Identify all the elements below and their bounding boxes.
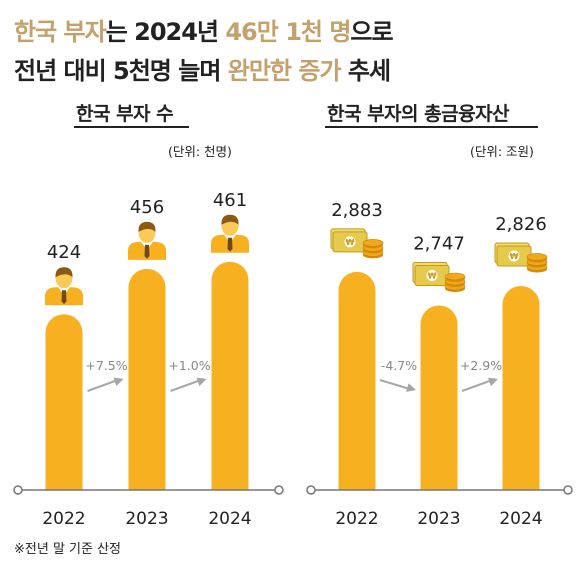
headline-highlight: 한국 부자: [14, 18, 107, 46]
axis-end-dot: [306, 485, 316, 495]
growth-label: +1.0%: [168, 358, 210, 373]
growth-arrow-icon: [461, 377, 498, 392]
bar: [211, 261, 249, 490]
left-chart-unit: (단위: 천명): [168, 144, 232, 159]
person-icon: [128, 221, 166, 260]
money-coins-icon: ₩: [494, 242, 548, 273]
growth-label: +7.5%: [85, 358, 127, 373]
x-tick-label: 2023: [417, 509, 460, 529]
won-symbol: ₩: [510, 252, 519, 261]
bar: [502, 285, 540, 490]
axis-end-dot: [563, 485, 573, 495]
bar: [128, 268, 166, 490]
person-hair: [138, 221, 156, 232]
headline-text: 전년 대비 5천명 늘며: [14, 57, 228, 85]
headline-highlight: 46만 1천 명: [225, 18, 351, 46]
value-label: 456: [130, 197, 164, 218]
won-symbol: ₩: [428, 271, 437, 280]
headline-highlight: 증가: [298, 57, 341, 85]
person-hair: [221, 214, 239, 225]
person-icon: [211, 214, 249, 253]
coin: [444, 272, 466, 281]
money-coins-icon: ₩: [330, 228, 384, 259]
person-icon: [45, 267, 83, 306]
growth-label: -4.7%: [381, 358, 417, 373]
right-chart-title: 한국 부자의 총금융자산: [327, 103, 510, 125]
growth-arrow-icon: [170, 377, 207, 392]
growth-label: +2.9%: [460, 358, 502, 373]
axis-end-dot: [274, 485, 284, 495]
left-title-underline: [74, 126, 189, 128]
bar: [45, 314, 83, 490]
coin: [362, 239, 384, 247]
value-label: 2,883: [331, 200, 383, 221]
won-symbol: ₩: [346, 238, 355, 247]
value-label: 2,826: [495, 214, 547, 235]
arrow-head: [488, 377, 498, 387]
headline-text: 으로: [350, 18, 393, 46]
arrow-head: [406, 383, 416, 392]
left-chart-title: 한국 부자 수: [76, 103, 174, 125]
growth-arrow-icon: [379, 379, 416, 392]
x-tick-label: 2023: [125, 509, 168, 529]
person-tie: [227, 237, 233, 252]
headline-line-1: 한국 부자는 2024년 46만 1천 명으로: [14, 12, 394, 47]
axis-end-dot: [13, 485, 23, 495]
bar: [420, 305, 458, 490]
value-label: 2,747: [413, 233, 465, 254]
x-tick-label: 2022: [335, 509, 378, 529]
x-tick-label: 2022: [42, 509, 85, 529]
won-icon: [508, 250, 520, 262]
x-tick-label: 2024: [208, 509, 251, 529]
value-label: 424: [47, 242, 81, 263]
coin: [526, 253, 548, 261]
headline-line-2: 전년 대비 5천명 늘며 완만한 증가 추세: [14, 51, 391, 86]
x-tick-label: 2024: [499, 509, 542, 529]
headline-highlight: 완만한: [227, 57, 292, 85]
headline-text: 는 2024년: [105, 18, 226, 46]
won-icon: [426, 269, 438, 281]
right-title-underline: [325, 126, 538, 128]
person-tie: [61, 290, 67, 305]
arrow-head: [196, 377, 207, 387]
arrow-head: [113, 377, 124, 387]
right-chart-unit: (단위: 조원): [470, 144, 534, 159]
money-coins-icon: ₩: [412, 261, 466, 292]
won-icon: [344, 236, 356, 248]
person-tie: [144, 244, 150, 259]
bar: [338, 271, 376, 490]
value-label: 461: [213, 190, 247, 211]
headline-text: 추세: [340, 57, 391, 85]
footnote: ※전년 말 기준 산정: [14, 542, 122, 557]
person-hair: [55, 267, 73, 278]
growth-arrow-icon: [87, 377, 124, 392]
